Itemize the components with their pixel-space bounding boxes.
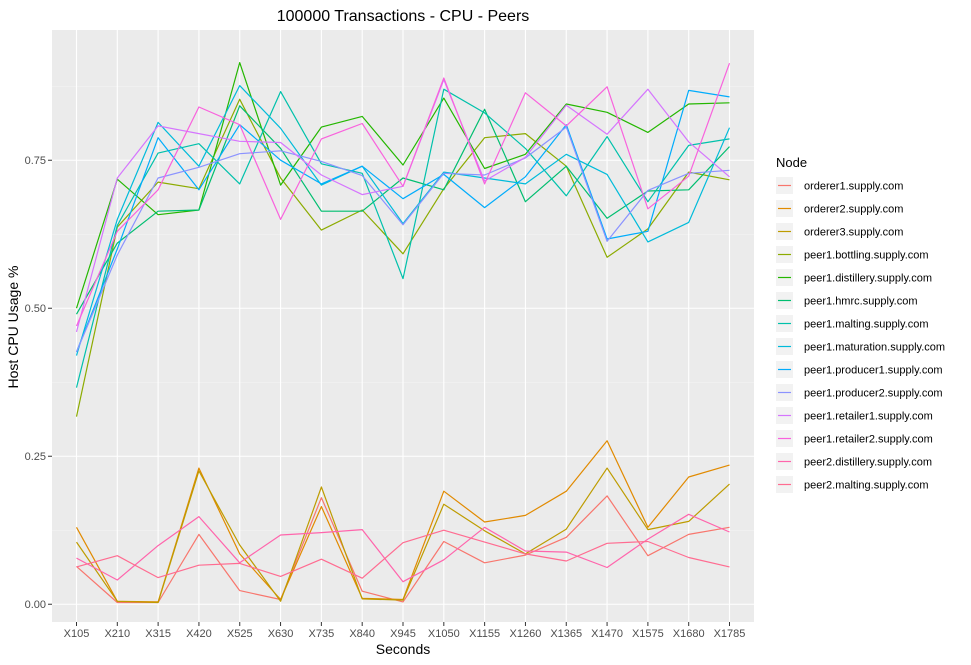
x-tick-label: X1785 <box>714 628 746 640</box>
x-tick-label: X420 <box>186 628 212 640</box>
x-tick-label: X630 <box>268 628 294 640</box>
series-line <box>76 467 730 604</box>
y-tick-label: 0.00 <box>25 599 46 611</box>
series-line <box>76 495 730 604</box>
y-tick-label: 0.50 <box>25 303 46 315</box>
series-line <box>76 529 730 579</box>
series-line <box>75 126 730 353</box>
legend-label: peer1.hmrc.supply.com <box>804 296 918 308</box>
series-line <box>75 62 731 327</box>
x-tick-label: X105 <box>64 628 90 640</box>
x-tick-label: X1260 <box>510 628 542 640</box>
series-line <box>75 98 730 417</box>
x-tick-label: X210 <box>104 628 130 640</box>
x-tick-label: X840 <box>349 628 375 640</box>
x-axis: X105 X210 X315 X420 X525 X630 X735 X840 X945 X105… <box>64 622 746 640</box>
legend-label: orderer3.supply.com <box>804 227 903 239</box>
series-line <box>75 84 731 356</box>
legend-label: peer1.retailer2.supply.com <box>804 434 933 446</box>
x-tick-label: X1365 <box>550 628 582 640</box>
y-axis: 0.00 0.25 0.50 0.75 <box>25 155 52 611</box>
legend-label: orderer1.supply.com <box>804 181 903 193</box>
x-tick-label: X315 <box>145 628 171 640</box>
legend: Node orderer1.supply.com orderer2.supply.… <box>776 155 945 493</box>
legend-label: orderer2.supply.com <box>804 204 903 216</box>
legend-label: peer1.maturation.supply.com <box>804 342 945 354</box>
legend-label: peer1.distillery.supply.com <box>804 273 932 285</box>
x-tick-label: X1155 <box>469 628 500 640</box>
x-tick-label: X735 <box>309 628 335 640</box>
x-tick-label: X1680 <box>673 628 705 640</box>
legend-label: peer1.producer2.supply.com <box>804 388 943 400</box>
series-line <box>75 88 730 388</box>
legend-label: peer1.retailer1.supply.com <box>804 411 933 423</box>
y-tick-label: 0.25 <box>25 451 46 463</box>
x-tick-label: X1050 <box>428 628 460 640</box>
legend-label: peer1.malting.supply.com <box>804 319 929 331</box>
series-lines <box>75 61 731 604</box>
chart-title: 100000 Transactions - CPU - Peers <box>277 8 530 25</box>
legend-label: peer1.producer1.supply.com <box>804 365 943 377</box>
legend-label: peer1.bottling.supply.com <box>804 250 929 262</box>
major-gridlines <box>52 30 754 622</box>
x-tick-label: X1470 <box>591 628 623 640</box>
legend-label: peer2.malting.supply.com <box>804 480 929 492</box>
y-tick-label: 0.75 <box>25 155 46 167</box>
series-line <box>75 105 730 315</box>
x-tick-label: X945 <box>390 628 416 640</box>
x-tick-label: X1575 <box>632 628 664 640</box>
legend-title: Node <box>776 155 807 170</box>
series-line <box>75 89 730 353</box>
legend-label: peer2.distillery.supply.com <box>804 457 932 469</box>
y-axis-title: Host CPU Usage % <box>5 266 21 389</box>
series-line <box>76 513 730 583</box>
x-tick-label: X525 <box>227 628 253 640</box>
x-axis-title: Seconds <box>376 641 430 657</box>
